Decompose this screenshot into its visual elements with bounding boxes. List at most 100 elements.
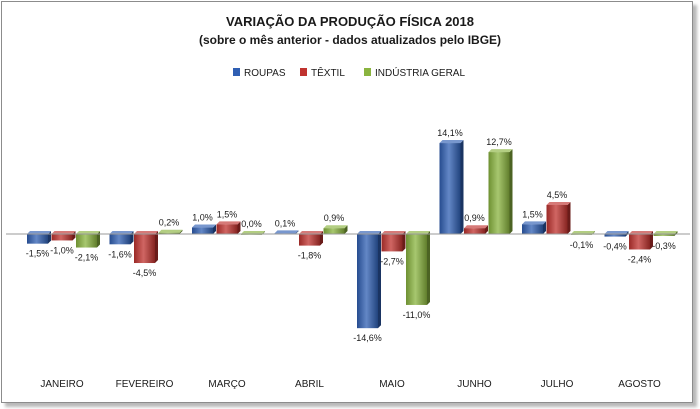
category-label: JULHO [541,379,574,390]
bar-top [299,231,323,234]
bar-txtil-3 [299,234,320,246]
data-label: 14,1% [437,128,463,138]
bar-side [213,224,216,234]
bar-top [604,231,629,234]
bar-side [237,221,241,234]
bar-top [27,231,51,234]
bar-top [216,221,241,225]
bar-side [650,231,653,250]
bar-roupas-4 [357,234,378,329]
bar-roupas-2 [192,227,213,234]
bar-indstriageral-4 [406,234,427,305]
category-labels-layer: JANEIRO FEVEREIRO MARÇO ABRIL MAIO JUNHO JULHO… [40,379,661,390]
data-label: -1,6% [108,249,132,259]
data-label: 0,2% [159,218,180,228]
category-label: ABRIL [295,379,324,390]
chart-frame [1,1,693,403]
bar-top [439,140,464,144]
data-label: 12,7% [486,137,512,147]
bar-side [378,231,381,329]
bar-top [629,231,653,234]
data-label: -0,3% [652,241,676,251]
data-label: -1,5% [26,249,50,259]
data-label: 0,9% [324,213,345,223]
bar-top [158,229,183,233]
data-label: -0,1% [570,240,594,250]
bar-top [522,221,546,225]
bar-indstriageral-1 [158,232,180,234]
bar-top [546,201,571,205]
bar-txtil-6 [546,204,568,234]
bar-txtil-4 [381,234,403,252]
legend-label: ROUPAS [244,68,286,79]
data-label: 0,9% [464,213,485,223]
data-label: -14,6% [353,333,382,343]
bar-top [76,231,100,234]
data-labels-layer: -1,5% -1,6% 1,0% 0,1% -14,6% 14,1% 1,5% -0,4% -1… [26,128,676,343]
bar-side [344,225,348,234]
bar-roupas-5 [439,143,461,234]
category-label: JANEIRO [40,379,84,390]
category-label: AGOSTO [618,379,661,390]
bar-top [241,231,265,234]
bar-side [567,201,571,234]
bar-top [464,225,488,229]
bar-side [320,231,323,246]
bar-roupas-1 [109,234,131,245]
bar-side [427,231,430,305]
category-label: JUNHO [457,379,492,390]
bar-top [192,224,216,228]
bar-top [488,149,513,153]
bar-side [179,229,183,234]
bar-side [72,231,76,241]
data-label: 4,5% [547,190,568,200]
data-label: -2,4% [628,254,652,264]
category-label: MAIO [379,379,405,390]
legend-swatch [300,68,307,76]
chart-legend: ROUPAS TÊXTIL INDÚSTRIA GERAL [233,66,465,79]
bar-roupas-6 [522,224,543,234]
bar-txtil-5 [464,228,485,234]
bar-side [155,231,158,264]
bar-top [357,231,381,234]
bar-indstriageral-7 [653,234,675,236]
category-label: MARÇO [208,379,245,390]
legend-swatch [364,68,371,76]
bar-indstriageral-3 [323,228,345,234]
data-label: 0,0% [241,219,262,229]
bar-side [509,149,513,234]
bar-txtil-2 [216,224,238,234]
category-label: FEVEREIRO [116,379,174,390]
data-label: -1,0% [50,245,74,255]
bar-top [323,225,348,229]
bar-top [653,231,678,234]
bar-side [485,225,488,234]
bar-indstriageral-0 [76,234,97,248]
bar-top [571,231,595,234]
bar-txtil-0 [51,234,73,241]
bar-indstriageral-5 [488,152,510,234]
bar-top [381,231,406,234]
data-label: -0,4% [603,242,627,252]
data-label: -4,5% [133,268,157,278]
chart-title: VARIAÇÃO DA PRODUÇÃO FÍSICA 2018 [226,14,474,29]
bar-roupas-7 [604,234,626,237]
bar-txtil-1 [134,234,155,264]
data-label: -2,7% [380,256,404,266]
bar-side [674,231,678,236]
bar-top [134,231,158,234]
data-label: -2,1% [75,253,99,263]
legend-label: INDÚSTRIA GERAL [375,66,465,79]
bar-side [460,140,464,234]
bar-top [51,231,76,234]
data-label: 1,0% [192,213,213,223]
data-label: 1,5% [217,209,238,219]
data-label: -11,0% [403,310,431,320]
bar-side [543,221,546,234]
data-label: 1,5% [522,209,543,219]
bars-layer [27,140,678,329]
legend-swatch [233,68,240,76]
bar-roupas-0 [27,234,48,244]
bar-txtil-7 [629,234,650,250]
